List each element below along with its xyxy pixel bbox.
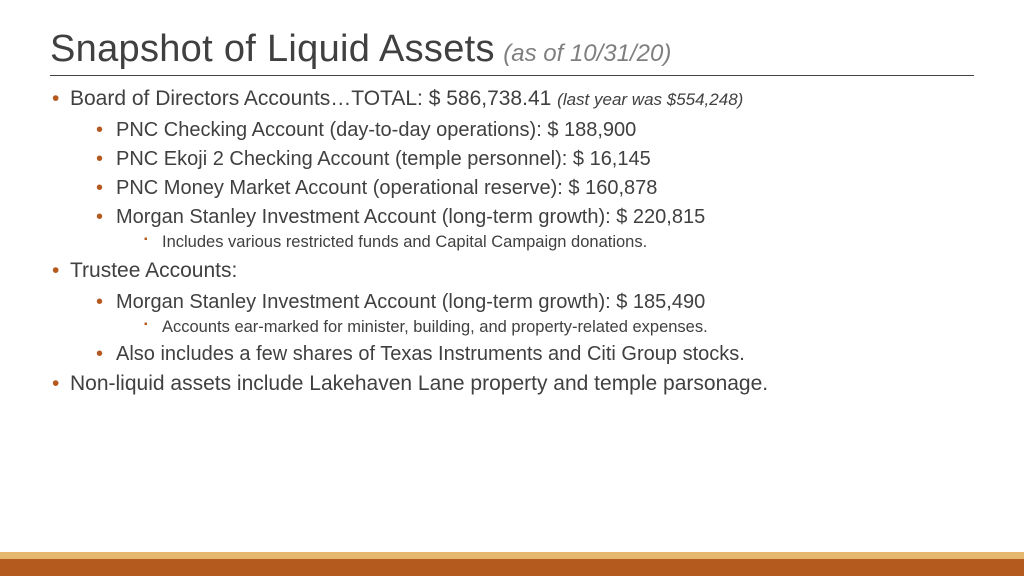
item-text: Also includes a few shares of Texas Inst… [116, 343, 745, 365]
footer-band [0, 552, 1024, 576]
item-text: Morgan Stanley Investment Account (long-… [116, 206, 705, 228]
sub-sub-list: Accounts ear-marked for minister, buildi… [116, 317, 974, 339]
list-item: PNC Money Market Account (operational re… [94, 175, 974, 201]
sub-list: Morgan Stanley Investment Account (long-… [70, 289, 974, 368]
item-text: Non-liquid assets include Lakehaven Lane… [70, 372, 768, 395]
title-main: Snapshot of Liquid Assets [50, 28, 495, 70]
list-item: Accounts ear-marked for minister, buildi… [142, 317, 974, 339]
list-item: Trustee Accounts: Morgan Stanley Investm… [50, 258, 974, 368]
footer-accent-top [0, 552, 1024, 559]
bullet-list: Board of Directors Accounts…TOTAL: $ 586… [50, 86, 974, 398]
title-subtitle: (as of 10/31/20) [503, 40, 671, 67]
list-item: Morgan Stanley Investment Account (long-… [94, 289, 974, 339]
item-text: Morgan Stanley Investment Account (long-… [116, 291, 705, 313]
item-text: Includes various restricted funds and Ca… [162, 233, 647, 251]
item-text: PNC Checking Account (day-to-day operati… [116, 119, 636, 141]
item-text: PNC Ekoji 2 Checking Account (temple per… [116, 148, 651, 170]
item-note: (last year was $554,248) [557, 90, 743, 109]
title-row: Snapshot of Liquid Assets (as of 10/31/2… [50, 28, 974, 76]
item-text: Accounts ear-marked for minister, buildi… [162, 318, 708, 336]
list-item: Board of Directors Accounts…TOTAL: $ 586… [50, 86, 974, 254]
list-item: PNC Ekoji 2 Checking Account (temple per… [94, 146, 974, 172]
sub-sub-list: Includes various restricted funds and Ca… [116, 232, 974, 254]
sub-list: PNC Checking Account (day-to-day operati… [70, 117, 974, 254]
list-item: Non-liquid assets include Lakehaven Lane… [50, 371, 974, 398]
item-text: Board of Directors Accounts…TOTAL: $ 586… [70, 87, 557, 110]
list-item: Includes various restricted funds and Ca… [142, 232, 974, 254]
item-text: Trustee Accounts: [70, 259, 237, 282]
slide: Snapshot of Liquid Assets (as of 10/31/2… [0, 0, 1024, 576]
item-text: PNC Money Market Account (operational re… [116, 177, 657, 199]
footer-accent-bottom [0, 559, 1024, 576]
list-item: Morgan Stanley Investment Account (long-… [94, 204, 974, 254]
list-item: Also includes a few shares of Texas Inst… [94, 341, 974, 367]
list-item: PNC Checking Account (day-to-day operati… [94, 117, 974, 143]
